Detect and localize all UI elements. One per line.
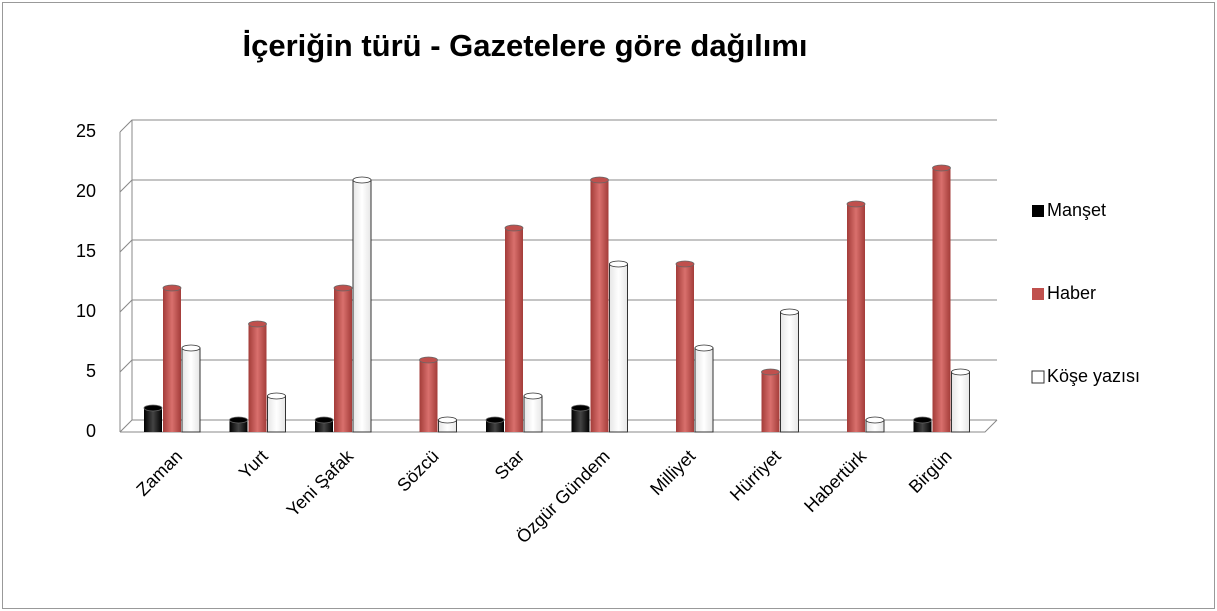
bar-cap — [571, 404, 590, 412]
y-tick-label: 25 — [76, 121, 96, 141]
bar-cap — [761, 368, 780, 376]
bar-cap — [951, 368, 970, 376]
grid-line — [119, 119, 997, 133]
y-tick-label: 20 — [76, 181, 96, 201]
bar — [676, 264, 694, 432]
legend-swatch — [1031, 370, 1045, 384]
bar — [571, 408, 590, 432]
y-tick-label: 15 — [76, 241, 96, 261]
legend-swatch — [1032, 205, 1044, 217]
legend-swatch — [1032, 288, 1044, 300]
y-tick-label: 10 — [76, 301, 96, 321]
bar-cap — [932, 164, 951, 172]
bar-cap — [162, 284, 182, 292]
bar-cap — [352, 176, 372, 184]
y-tick-label: 5 — [86, 361, 96, 381]
bar — [505, 228, 523, 432]
bar — [780, 311, 799, 433]
bar — [181, 347, 201, 433]
bar-cap — [143, 404, 163, 412]
chart-title: İçeriğin türü - Gazetelere göre dağılımı — [242, 28, 807, 63]
legend-label: Haber — [1047, 283, 1096, 303]
bar — [761, 372, 780, 432]
bar — [932, 168, 951, 432]
bar-cap — [333, 284, 353, 292]
bar-cap — [229, 416, 248, 424]
floor — [120, 419, 998, 433]
bar-cap — [267, 392, 286, 400]
bar — [334, 288, 352, 432]
bar-cap — [438, 416, 457, 424]
bar-cap — [314, 416, 334, 424]
bar — [163, 288, 181, 432]
grid-line — [119, 299, 997, 313]
bar-cap — [913, 416, 932, 424]
grid-line — [119, 179, 997, 193]
bar — [951, 371, 970, 433]
bar-cap — [609, 260, 628, 268]
bar-cap — [780, 308, 799, 316]
bar — [419, 360, 438, 432]
bar-cap — [675, 260, 695, 268]
bar-cap — [846, 200, 866, 208]
y-tick-label: 0 — [86, 421, 96, 441]
bar-cap — [181, 344, 201, 352]
bar-cap — [504, 224, 524, 232]
bar — [352, 179, 372, 433]
bar — [523, 395, 543, 433]
bar — [590, 180, 609, 432]
bar-cap — [865, 416, 885, 424]
bar — [609, 263, 628, 433]
bar-cap — [248, 320, 267, 328]
bar — [694, 347, 714, 433]
bar-cap — [419, 356, 438, 364]
bar — [248, 324, 267, 432]
grid-line — [119, 239, 997, 253]
bar-cap — [694, 344, 714, 352]
bar — [144, 408, 162, 432]
legend-label: Köşe yazısı — [1047, 366, 1140, 386]
bar — [847, 204, 865, 432]
bar-cap — [523, 392, 543, 400]
bar-cap — [590, 176, 609, 184]
bar-cap — [485, 416, 505, 424]
legend-label: Manşet — [1047, 200, 1106, 220]
bar — [267, 395, 286, 433]
